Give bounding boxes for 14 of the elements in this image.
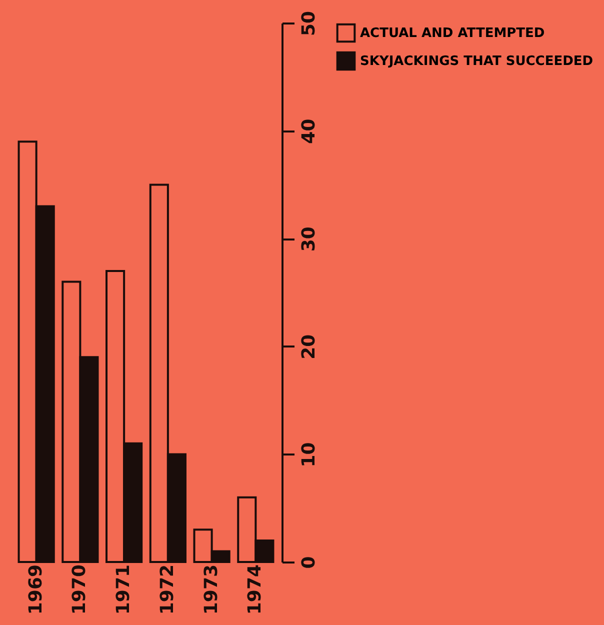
y-tick-label: 40 [298,118,320,144]
x-tick-label: 1971 [113,564,134,615]
y-tick-label: 30 [298,226,320,252]
y-tick-label: 20 [298,334,320,360]
x-tick-label: 1972 [156,564,178,615]
y-tick-label: 50 [298,10,320,36]
x-tick-label: 1969 [25,564,46,615]
x-tick-label: 1974 [244,564,266,615]
legend-label: ACTUAL AND ATTEMPTED [360,26,545,41]
y-tick-label: 0 [298,556,320,569]
x-tick-label: 1973 [200,564,222,615]
x-tick-label: 1970 [69,564,90,615]
legend-label: SKYJACKINGS THAT SUCCEEDED [360,54,594,69]
y-tick-label: 10 [298,442,320,468]
